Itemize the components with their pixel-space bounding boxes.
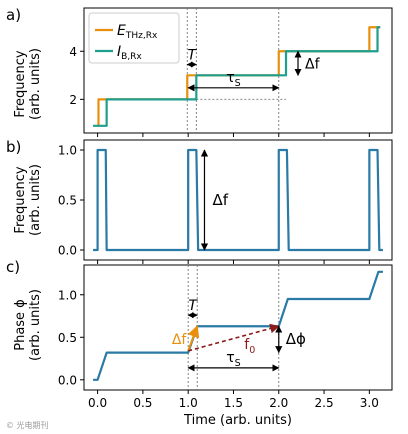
- panel-c-annotations: T Δf f0 Δϕ τS: [172, 298, 306, 372]
- panel-a-series: [93, 26, 381, 127]
- xtick-label: 2.0: [269, 396, 288, 410]
- tau-s-label-c: τS: [226, 350, 240, 369]
- panel-a-guides: [186, 8, 306, 133]
- panel-c: c) Phase ϕ (arb. units) 0.0 0.5 1.0 0.0 0.5 1…: [6, 258, 393, 428]
- delta-f-label-c: Δf: [172, 332, 188, 348]
- ytick-label: 2: [69, 93, 77, 107]
- delta-f-tangent-arrow: [187, 325, 200, 352]
- panel-a-ylabel-line1: Frequency: [13, 50, 28, 117]
- panel-b-series: [93, 148, 383, 252]
- panel-b-label: b): [6, 138, 21, 156]
- ytick-label: 1.0: [58, 288, 77, 302]
- series-line-i-b-rx: [93, 26, 381, 127]
- delta-f-label-b: Δf: [212, 191, 228, 209]
- panel-a-frame: [83, 7, 393, 134]
- legend-label-i-b: IB,Rx: [117, 44, 142, 62]
- ytick-label: 0.0: [58, 244, 77, 258]
- xtick-label: 1.5: [224, 396, 243, 410]
- panel-b-ylabel-line1: Frequency: [13, 166, 28, 233]
- xtick-label: 0.0: [88, 396, 107, 410]
- watermark: © 光电期刊: [6, 420, 49, 430]
- delta-f-label: Δf: [305, 56, 321, 72]
- f0-slope-arrow: [187, 323, 280, 352]
- ytick-label: 0.0: [58, 373, 77, 387]
- series-line-b-0: [93, 148, 383, 252]
- panel-b-ticks: 0.0 0.5 1.0: [58, 144, 370, 264]
- series-line-c-0: [93, 270, 383, 381]
- xtick-label: 0.5: [133, 396, 152, 410]
- T-label-c: T: [188, 298, 198, 314]
- panel-c-ticks: 0.0 0.5 1.0 0.0 0.5 1.0 1.5 2.0 2.5 3.0: [58, 288, 379, 410]
- panel-c-ylabel-line1: Phase ϕ: [13, 299, 28, 351]
- tau-s-label: τS: [226, 70, 240, 89]
- panel-b: b) Frequency (arb. units) 0.0 0.5 1.0 Δf: [6, 138, 393, 264]
- panel-a-legend: ETHz,Rx IB,Rx: [88, 12, 180, 64]
- T-label: T: [188, 47, 198, 63]
- panel-a-annotations: T Δf τS: [186, 47, 321, 92]
- panel-c-ylabel-line2: (arb. units): [28, 289, 43, 361]
- ytick-label: 0.5: [58, 331, 77, 345]
- panel-c-label: c): [6, 258, 20, 276]
- panel-b-annotations: Δf: [200, 149, 229, 251]
- xtick-label: 1.0: [179, 396, 198, 410]
- f0-label: f0: [244, 337, 255, 356]
- ytick-label: 4: [69, 45, 77, 59]
- ytick-label: 0.5: [58, 194, 77, 208]
- panel-a-ticks: 24: [69, 45, 370, 137]
- delta-phi-label: Δϕ: [286, 330, 306, 348]
- panel-b-ylabel-line2: (arb. units): [28, 164, 43, 236]
- panel-a-ylabel: Frequency (arb. units): [13, 48, 43, 120]
- panel-b-ylabel: Frequency (arb. units): [13, 164, 43, 236]
- panel-c-series: [93, 270, 383, 381]
- panel-a-label: a): [6, 6, 21, 24]
- x-axis-label: Time (arb. units): [183, 413, 292, 428]
- panel-c-ylabel: Phase ϕ (arb. units): [13, 289, 43, 361]
- panel-b-frame: [83, 139, 393, 261]
- panel-a-ylabel-line2: (arb. units): [28, 48, 43, 120]
- xtick-label: 3.0: [360, 396, 379, 410]
- ytick-label: 1.0: [58, 144, 77, 158]
- legend-label-e-thz: ETHz,Rx: [117, 23, 158, 41]
- panel-c-frame: [83, 264, 393, 391]
- xtick-label: 2.5: [315, 396, 334, 410]
- panel-c-guides: [187, 265, 280, 390]
